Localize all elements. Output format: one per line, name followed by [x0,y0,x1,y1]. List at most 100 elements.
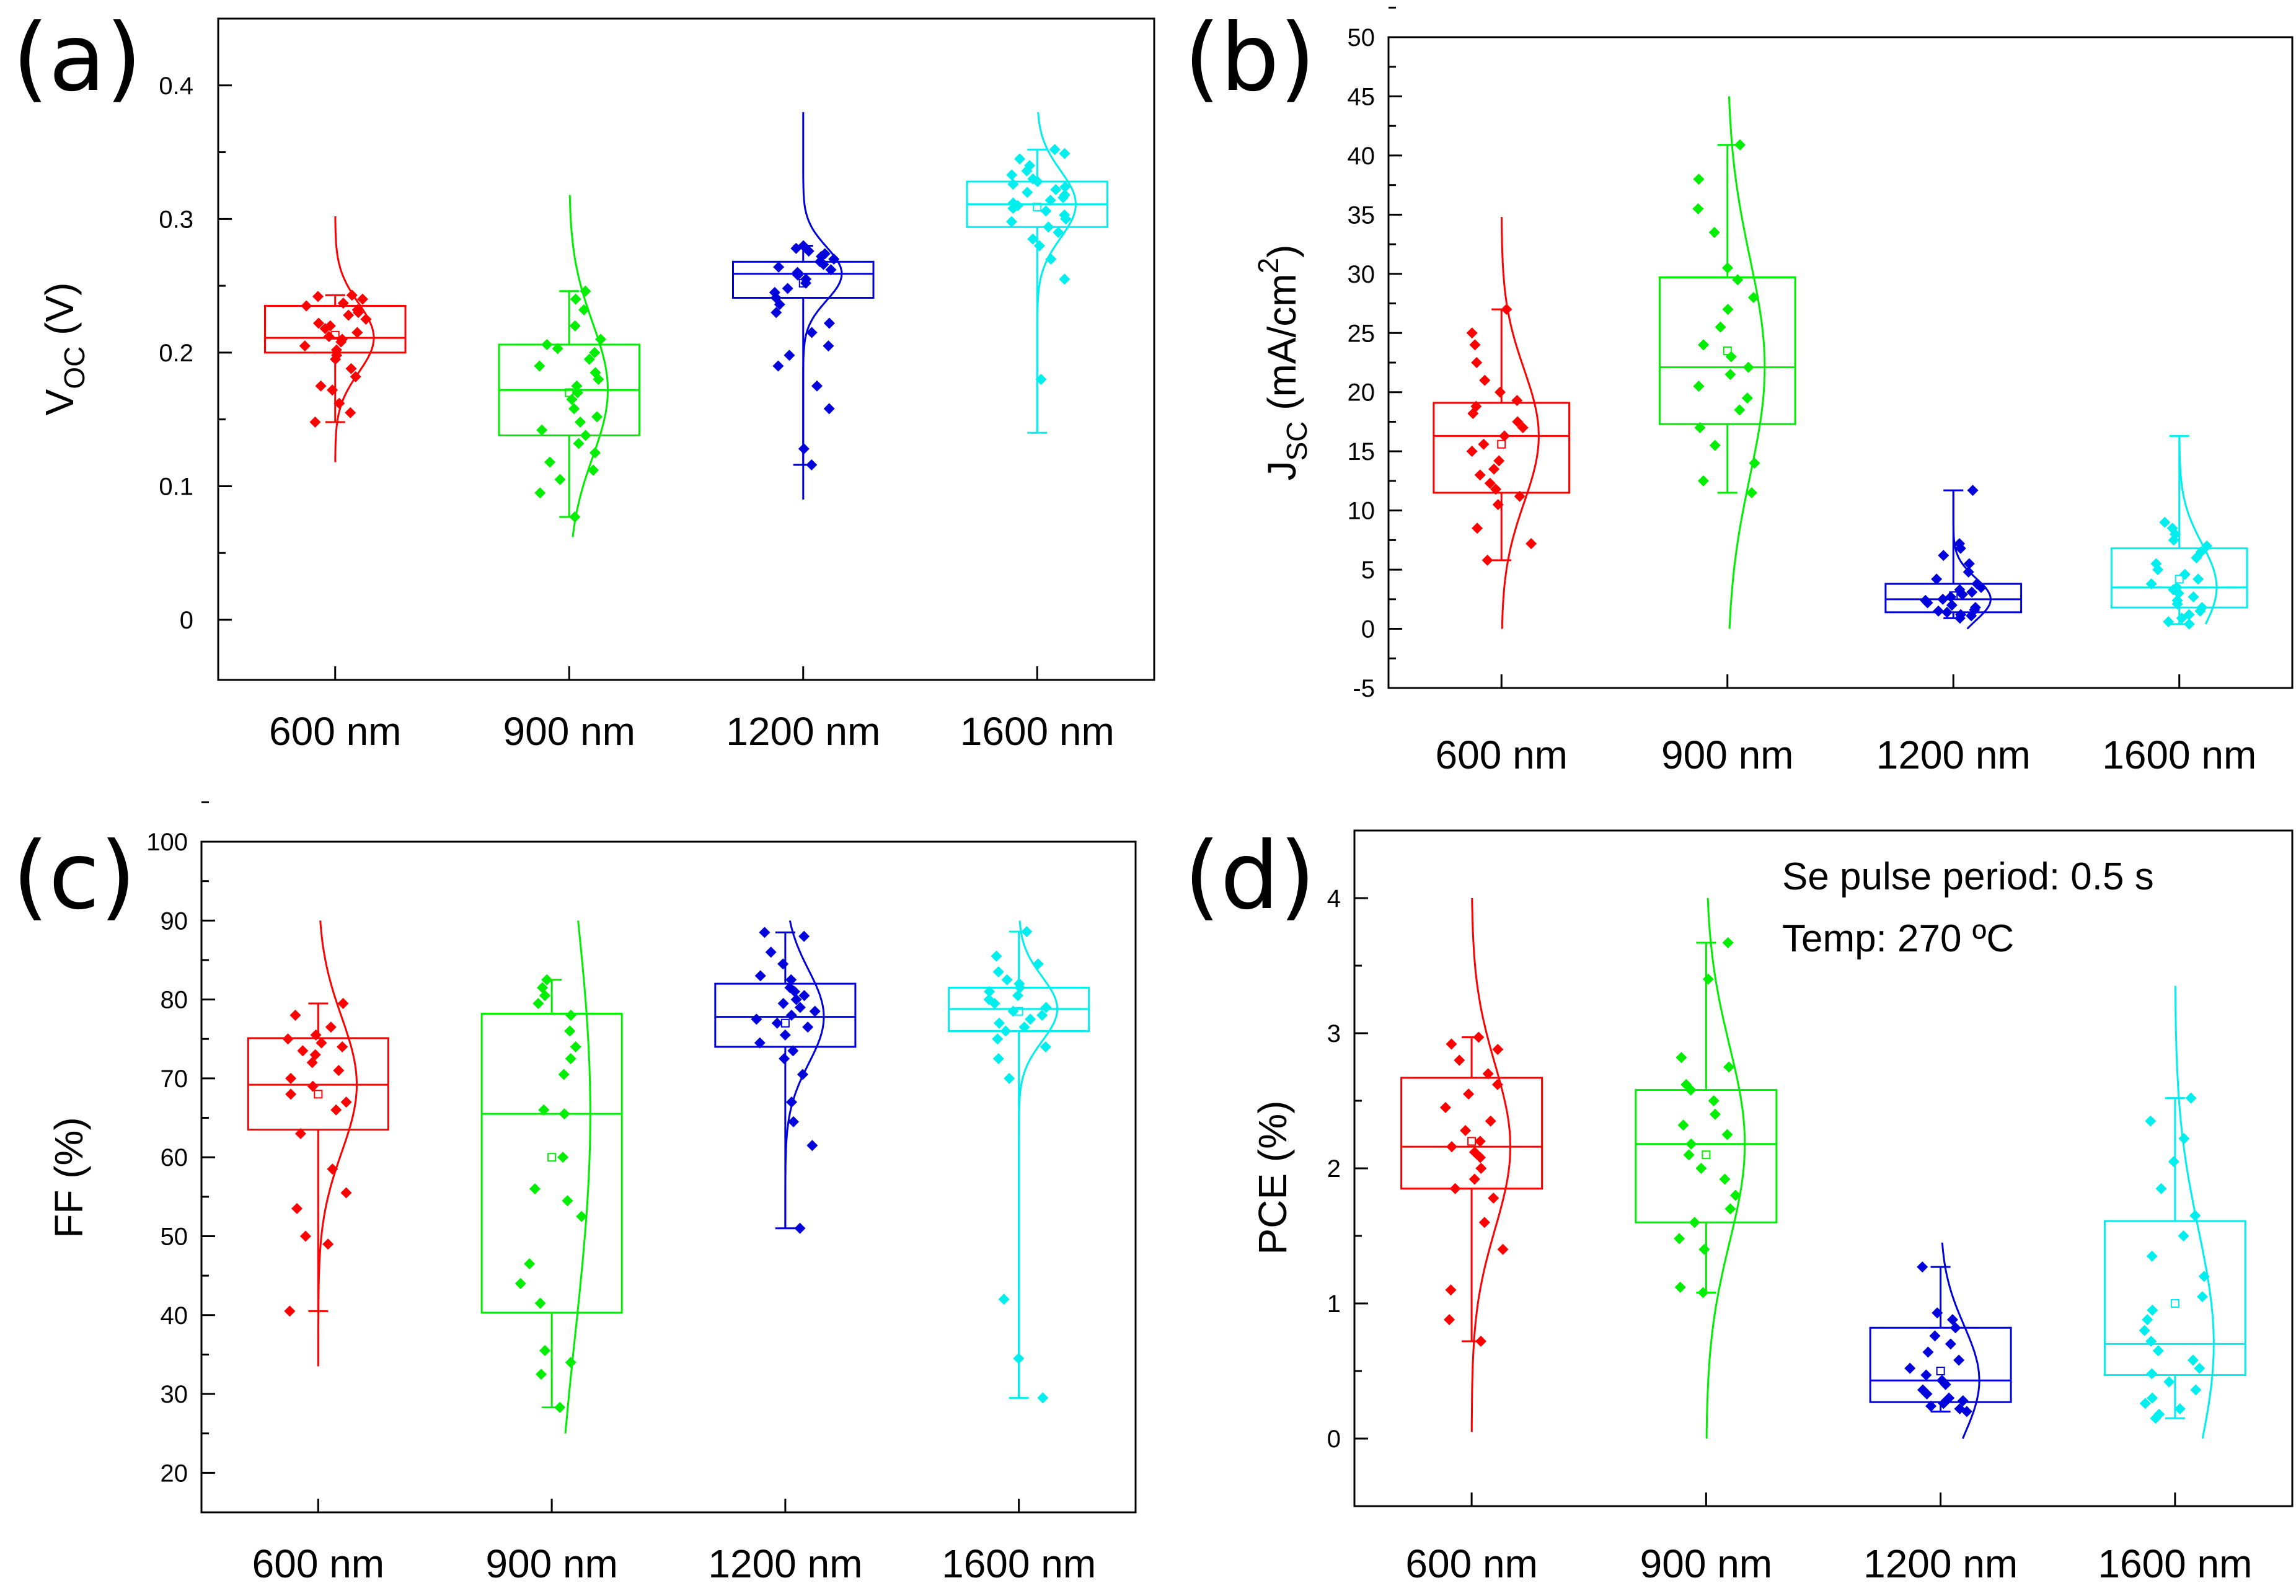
x-tick-label: 900 nm [1640,1541,1772,1586]
data-point [1012,990,1023,1002]
data-point [1920,594,1932,606]
data-point [313,317,325,329]
data-point [2188,591,2199,602]
data-point [1694,422,1706,433]
data-point [1478,438,1490,450]
series-1200-nm [714,920,857,1234]
box [1869,1326,2012,1403]
data-point [2179,568,2191,580]
data-point [1059,148,1071,159]
data-point [588,464,599,476]
data-point [1933,605,1945,617]
data-point [310,1029,322,1041]
data-point [2185,1092,2197,1104]
data-point [284,1305,296,1317]
data-point [2155,1183,2167,1194]
data-point [1018,1021,1030,1033]
data-point [571,380,583,392]
panel-label: (a) [12,4,142,112]
data-point [1037,1392,1049,1404]
data-point [797,1069,808,1080]
data-point [1697,1287,1709,1298]
mean-marker [1467,1137,1477,1146]
data-point [1946,599,1958,611]
data-point [1490,483,1502,495]
y-tick-label: 0.2 [159,340,193,367]
data-point [534,487,546,499]
data-point [1032,958,1044,970]
data-point [562,1195,573,1207]
data-point [1497,1243,1509,1255]
data-point [1463,1088,1475,1100]
data-point [2194,1362,2205,1374]
data-point [536,1369,547,1380]
data-point [1936,1375,1948,1387]
data-point [289,1010,301,1021]
data-point [800,273,812,285]
data-point [2142,1314,2153,1326]
y-tick-label: 2 [1327,1155,1341,1183]
data-point [1481,554,1493,566]
data-point [802,1021,814,1033]
data-point [993,1017,1005,1029]
series-1600-nm [966,112,1108,434]
data-point [1693,174,1705,185]
data-point [299,1230,311,1242]
distribution-curve [564,920,591,1434]
data-point [823,340,834,352]
data-point [330,1104,342,1116]
data-point [1059,273,1071,285]
data-point [1722,304,1734,315]
data-point [316,1037,327,1049]
panel-label: (d) [1184,822,1315,930]
data-point [583,353,595,365]
data-point [1027,233,1039,245]
y-tick-label: 45 [1348,83,1375,110]
data-point [595,333,607,345]
data-point [573,438,585,449]
data-point [1692,203,1704,214]
data-point [785,1010,797,1021]
data-point [1967,485,1979,496]
y-axis-label: FF (%) [46,1117,91,1238]
data-point [1676,1052,1687,1064]
data-point [794,1002,806,1013]
data-point [337,997,349,1009]
data-point [785,974,797,985]
data-point [558,1069,570,1080]
data-point [806,459,818,470]
x-tick-label: 1200 nm [708,1541,862,1586]
data-point [1742,361,1754,373]
data-point [1446,1141,1458,1153]
data-point [1724,1203,1736,1215]
series-900-nm [498,195,640,537]
data-point [564,1025,576,1037]
data-point [2147,1304,2158,1316]
data-point [360,314,372,325]
data-point [1514,490,1526,502]
data-point [2178,1133,2190,1145]
data-point [1059,181,1071,193]
data-point [798,443,810,455]
box [1658,276,1796,425]
data-point [1931,573,1943,585]
data-point [345,407,356,418]
data-point [773,261,785,273]
data-point [351,304,363,315]
x-tick-label: 1600 nm [942,1541,1096,1586]
data-point [524,1258,536,1270]
y-tick-label: 30 [1348,261,1375,288]
data-point [1482,1068,1494,1080]
data-point [2196,602,2208,614]
data-point [1446,1038,1457,1050]
data-point [2159,516,2171,528]
mean-marker [1723,346,1732,355]
data-point [541,338,553,350]
data-point [1474,1135,1486,1147]
data-point [777,958,789,970]
data-point [754,1037,766,1049]
data-point [2147,1392,2158,1404]
series-1600-nm [948,920,1090,1404]
y-tick-label: 0 [180,607,193,634]
